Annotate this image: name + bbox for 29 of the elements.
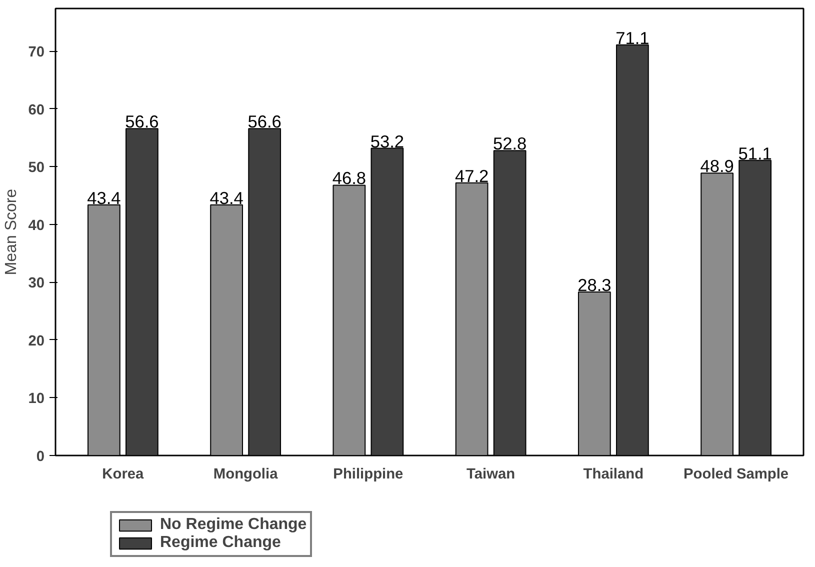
data-label: 56.6 bbox=[125, 112, 159, 132]
y-tick-label: 10 bbox=[28, 391, 45, 408]
y-tick-label: 0 bbox=[36, 449, 45, 465]
legend-label: No Regime Change bbox=[160, 516, 307, 534]
data-label: 53.2 bbox=[370, 131, 404, 152]
data-label: 43.4 bbox=[87, 188, 122, 208]
data-label: 46.8 bbox=[332, 168, 366, 188]
x-tick-label: Mongolia bbox=[213, 466, 279, 482]
y-tick-label: 30 bbox=[28, 276, 45, 292]
x-tick-label: Pooled Sample bbox=[684, 466, 789, 482]
y-tick-label: 70 bbox=[28, 44, 45, 61]
y-tick-label: 50 bbox=[28, 160, 45, 176]
data-label: 47.2 bbox=[454, 166, 489, 186]
data-label: 28.3 bbox=[578, 275, 612, 296]
data-label: 51.1 bbox=[738, 143, 772, 164]
data-label: 48.9 bbox=[700, 156, 734, 176]
y-axis-title: Mean Score bbox=[3, 188, 20, 276]
data-label: 43.4 bbox=[210, 188, 244, 208]
data-label: 52.8 bbox=[492, 134, 527, 154]
x-tick-label: Thailand bbox=[583, 466, 644, 482]
x-tick-label: Philippine bbox=[333, 466, 404, 482]
y-tick-label: 20 bbox=[28, 333, 45, 350]
data-label: 71.1 bbox=[616, 28, 650, 48]
y-tick-label: 40 bbox=[28, 218, 45, 234]
legend-label: Regime Change bbox=[160, 534, 281, 552]
y-tick-label: 60 bbox=[28, 102, 45, 118]
x-tick-label: Korea bbox=[102, 466, 145, 482]
x-tick-label: Taiwan bbox=[466, 466, 516, 482]
data-label: 56.6 bbox=[248, 112, 282, 132]
